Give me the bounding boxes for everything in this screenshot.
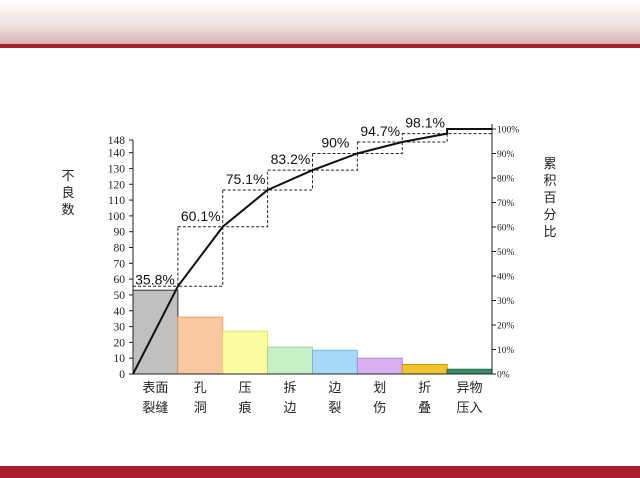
step-box-4 bbox=[312, 153, 358, 171]
step-box-6 bbox=[401, 133, 448, 143]
bar-7 bbox=[446, 368, 493, 375]
category-label-4-1: 裂 bbox=[328, 401, 341, 416]
category-label-5-0: 划 bbox=[373, 381, 386, 396]
y-tick-label-13: 130 bbox=[108, 163, 126, 175]
category-label-2-1: 痕 bbox=[239, 400, 252, 416]
y-tick-label-4: 40 bbox=[114, 306, 126, 318]
cumulative-label-4: 90% bbox=[321, 135, 349, 151]
y-tick-label-1: 10 bbox=[114, 353, 126, 365]
y-tick-label-10: 100 bbox=[108, 211, 126, 223]
cumulative-label-1: 60.1% bbox=[181, 208, 221, 224]
bar-5 bbox=[356, 357, 403, 375]
y-tick-label-3: 30 bbox=[114, 322, 126, 334]
category-label-2-0: 压 bbox=[239, 381, 252, 396]
step-box-2 bbox=[222, 189, 269, 228]
bar-6 bbox=[401, 364, 448, 375]
y2-tick-label-8: 80% bbox=[497, 175, 515, 185]
cumulative-label-0: 35.8% bbox=[135, 271, 175, 287]
category-label-3-1: 边 bbox=[284, 401, 297, 416]
y-tick-label-5: 50 bbox=[114, 290, 126, 302]
y-tick-label-2: 20 bbox=[114, 337, 126, 349]
cumulative-label-3: 83.2% bbox=[271, 151, 311, 167]
y-tick-label-14: 140 bbox=[108, 148, 126, 160]
category-label-5-1: 伤 bbox=[373, 401, 386, 416]
cumulative-label-5: 94.7% bbox=[360, 123, 400, 139]
y-tick-label-7: 70 bbox=[114, 258, 126, 270]
y-axis-title: 不良数 bbox=[61, 169, 75, 218]
category-label-7-1: 压入 bbox=[457, 401, 483, 416]
y-tick-label-0: 0 bbox=[119, 369, 125, 381]
y2-tick-label-9: 90% bbox=[497, 150, 515, 160]
y-tick-label-12: 120 bbox=[108, 179, 126, 191]
y-tick-label-15: 148 bbox=[108, 135, 126, 147]
y-tick-label-9: 90 bbox=[114, 227, 126, 239]
bar-1 bbox=[177, 316, 224, 375]
bar-4 bbox=[312, 349, 358, 375]
y-tick-label-8: 80 bbox=[114, 243, 126, 255]
cumulative-line bbox=[132, 128, 492, 375]
y2-tick-label-5: 50% bbox=[497, 248, 515, 258]
y2-tick-label-1: 10% bbox=[497, 346, 515, 356]
category-label-7-0: 异物 bbox=[457, 381, 483, 396]
y2-tick-label-3: 30% bbox=[497, 297, 515, 307]
category-label-6-0: 折 bbox=[418, 381, 431, 396]
step-box-3 bbox=[267, 169, 313, 191]
footer-band bbox=[0, 466, 640, 478]
step-box-1 bbox=[177, 226, 224, 287]
category-label-1-1: 洞 bbox=[194, 401, 207, 416]
header-band bbox=[0, 0, 640, 48]
y2-tick-label-6: 60% bbox=[497, 224, 515, 234]
category-label-6-1: 叠 bbox=[418, 401, 431, 416]
y2-tick-label-4: 40% bbox=[497, 273, 515, 283]
category-label-0-0: 表面 bbox=[142, 381, 168, 396]
category-label-0-1: 裂缝 bbox=[142, 401, 168, 416]
y2-tick-label-7: 70% bbox=[497, 199, 515, 209]
cumulative-label-2: 75.1% bbox=[226, 171, 266, 187]
category-label-3-0: 拆 bbox=[284, 381, 297, 396]
y2-tick-label-0: 0% bbox=[497, 371, 510, 381]
category-label-1-0: 孔 bbox=[194, 381, 207, 396]
bar-3 bbox=[267, 346, 313, 375]
y-tick-label-11: 110 bbox=[108, 195, 125, 207]
y2-axis-title: 累积百分比 bbox=[543, 157, 557, 240]
y-tick-label-6: 60 bbox=[114, 274, 126, 286]
y2-tick-label-10: 100% bbox=[497, 126, 519, 136]
y2-tick-label-2: 20% bbox=[497, 322, 515, 332]
bar-2 bbox=[222, 330, 269, 375]
category-label-4-0: 边 bbox=[328, 381, 341, 396]
step-box-5 bbox=[356, 141, 403, 155]
cumulative-label-6: 98.1% bbox=[405, 115, 445, 131]
